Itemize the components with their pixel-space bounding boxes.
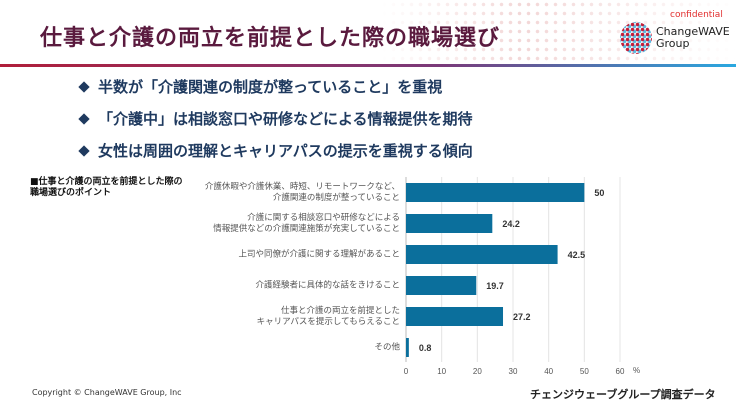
copyright: Copyright © ChangeWAVE Group, Inc [32,388,182,397]
bar [406,307,504,326]
value-label: 0.8 [419,343,432,353]
bullet-3: 女性は周囲の理解とキャリアパスの提示を重視する傾向 [78,140,473,161]
value-label: 27.2 [513,312,531,322]
x-tick-label: 30 [509,367,518,376]
x-tick-label: 0 [404,367,409,376]
category-label: 介護経験者に具体的な話をきけること [255,280,400,290]
logo-line2: Group [656,37,690,50]
header-dot-pattern [380,0,736,62]
category-label: その他 [374,342,400,352]
category-label: 介護に関する相談窓口や研修などによる 情報提供などの介護関連施策が充実しているこ… [213,212,400,234]
value-label: 50 [594,188,604,198]
logo-text: ChangeWAVE Group [656,26,730,50]
x-tick-label: 50 [580,367,589,376]
x-tick-label: 10 [437,367,446,376]
bullet-text: 半数が「介護関連の制度が整っていること」を重視 [98,78,443,96]
category-label: 介護休暇や介護休業、時短、リモートワークなど、 介護関連の制度が整っていること [204,181,400,203]
chart-title: ■仕事と介護の両立を前提とした際の 職場選びのポイント [30,177,183,198]
value-label: 19.7 [486,281,504,291]
bar [406,338,409,357]
header-divider [0,64,736,67]
data-source: チェンジウェーブグループ調査データ [530,388,716,401]
x-axis-unit: % [633,366,640,375]
bar [406,214,493,233]
confidential-label: confidential [670,10,723,20]
x-tick-label: 40 [544,367,553,376]
value-label: 24.2 [502,219,520,229]
changewave-logo-icon [620,22,652,54]
bullet-text: 女性は周囲の理解とキャリアパスの提示を重視する傾向 [98,142,473,160]
bullet-text: 「介護中」は相談窓口や研修などによる情報提供を期待 [98,110,473,128]
bar [406,183,585,202]
bar [406,276,477,295]
x-tick-label: 60 [616,367,625,376]
page-title: 仕事と介護の両立を前提とした際の職場選び [40,26,501,51]
bullet-1: 半数が「介護関連の制度が整っていること」を重視 [78,76,443,97]
x-tick-label: 20 [473,367,482,376]
bar [406,245,558,264]
bullet-2: 「介護中」は相談窓口や研修などによる情報提供を期待 [78,108,473,129]
category-label: 上司や同僚が介護に関する理解があること [238,249,400,259]
logo-line1: ChangeWAVE [656,25,730,38]
category-label: 仕事と介護の両立を前提とした キャリアパスを提示してもらえること [256,305,400,327]
value-label: 42.5 [568,250,586,260]
